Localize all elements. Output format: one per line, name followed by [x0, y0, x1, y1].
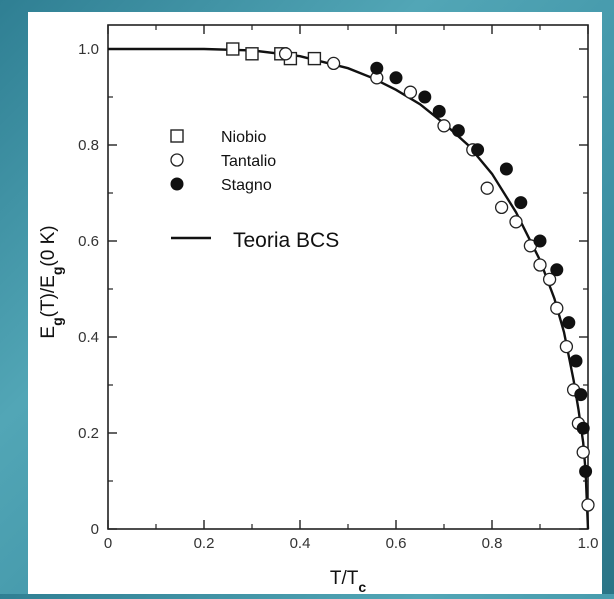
x-tick-label: 1.0: [578, 535, 599, 552]
legend-label-tantalio: Tantalio: [221, 153, 276, 170]
x-axis-title: T/Tc: [330, 568, 367, 594]
subscript: g: [49, 317, 65, 326]
legend: Niobio Tantalio Stagno Teoria BCS: [170, 129, 339, 252]
chart-panel: 0 0.2 0.4 0.6 0.8 1.0 0 0.2 0.4 0.6 0.8 1.0 Niobio T…: [28, 12, 602, 595]
y-tick-label: 1.0: [78, 41, 99, 58]
niobio-point: [245, 47, 259, 61]
subscript: c: [358, 579, 366, 594]
x-tick-label: 0: [104, 535, 112, 552]
stagno-point: [569, 354, 583, 368]
legend-marker-niobio: [170, 129, 184, 143]
y-tick-label: 0: [91, 521, 99, 538]
stagno-point: [579, 464, 593, 478]
data-points: [226, 42, 595, 512]
stagno-point: [574, 388, 588, 402]
stagno-point: [418, 90, 432, 104]
text-segment: E: [38, 326, 59, 339]
stagno-point: [451, 124, 465, 138]
text-segment: (T)/E: [38, 275, 59, 317]
x-tick-label: 0.6: [386, 535, 407, 552]
stagno-point: [499, 162, 513, 176]
stagno-point: [471, 143, 485, 157]
bcs-curve: [108, 47, 590, 530]
stagno-point: [562, 316, 576, 330]
tantalio-point: [509, 215, 523, 229]
tantalio-point: [533, 258, 547, 272]
tantalio-point: [576, 445, 590, 459]
tantalio-point: [542, 272, 557, 287]
y-tick-label: 0.4: [78, 329, 99, 346]
stagno-point: [550, 263, 564, 277]
plot-frame: [107, 24, 589, 530]
niobio-point: [307, 51, 322, 66]
stagno-point: [370, 61, 384, 75]
stagno-point: [576, 421, 590, 435]
subscript: g: [49, 267, 65, 276]
tantalio-point: [581, 498, 595, 512]
x-tick-label: 0.8: [482, 535, 503, 552]
y-tick-label: 0.2: [78, 425, 99, 442]
legend-marker-tantalio: [170, 153, 184, 167]
bcs-curve-layer: [108, 47, 590, 530]
text-segment: (0 K): [38, 225, 59, 266]
legend-label-teoria-bcs: Teoria BCS: [233, 229, 339, 252]
x-tick-label: 0.4: [290, 535, 311, 552]
niobio-point: [226, 42, 240, 56]
y-axis-title: Eg(T)/Eg(0 K): [38, 225, 65, 338]
stagno-point: [514, 196, 528, 210]
tantalio-point: [559, 339, 574, 354]
tantalio-point: [278, 47, 293, 61]
tantalio-point: [480, 181, 494, 195]
x-tick-label: 0.2: [194, 535, 215, 552]
tantalio-point: [550, 301, 564, 315]
chart-svg: 0 0.2 0.4 0.6 0.8 1.0 0 0.2 0.4 0.6 0.8 1.0 Niobio T…: [38, 24, 598, 595]
y-tick-label: 0.6: [78, 233, 99, 250]
tantalio-point: [326, 56, 341, 71]
legend-label-niobio: Niobio: [221, 129, 266, 146]
stagno-point: [432, 104, 446, 118]
legend-label-stagno: Stagno: [221, 177, 272, 194]
tantalio-point: [437, 119, 451, 133]
text-segment: T/T: [330, 568, 359, 589]
legend-marker-stagno: [170, 177, 184, 191]
stagno-point: [533, 234, 547, 248]
axis-ticks: 0 0.2 0.4 0.6 0.8 1.0 0 0.2 0.4 0.6 0.8 1.0: [78, 25, 598, 552]
tantalio-point: [494, 200, 509, 215]
y-tick-label: 0.8: [78, 137, 99, 154]
stagno-point: [389, 71, 403, 85]
tantalio-point: [403, 85, 418, 99]
